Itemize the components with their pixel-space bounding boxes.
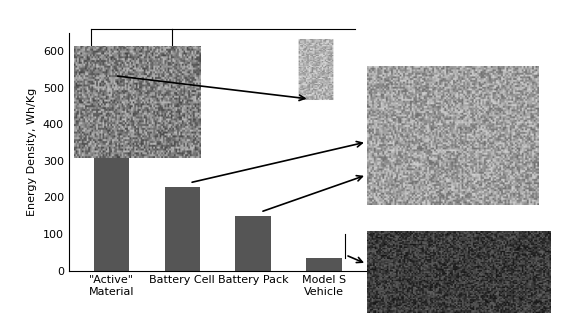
Y-axis label: Energy Density, Wh/Kg: Energy Density, Wh/Kg <box>28 88 37 216</box>
Bar <box>164 186 200 271</box>
Text: —  3 μm: — 3 μm <box>150 84 197 94</box>
Bar <box>307 258 342 271</box>
Bar <box>236 216 271 271</box>
Bar <box>93 77 129 271</box>
